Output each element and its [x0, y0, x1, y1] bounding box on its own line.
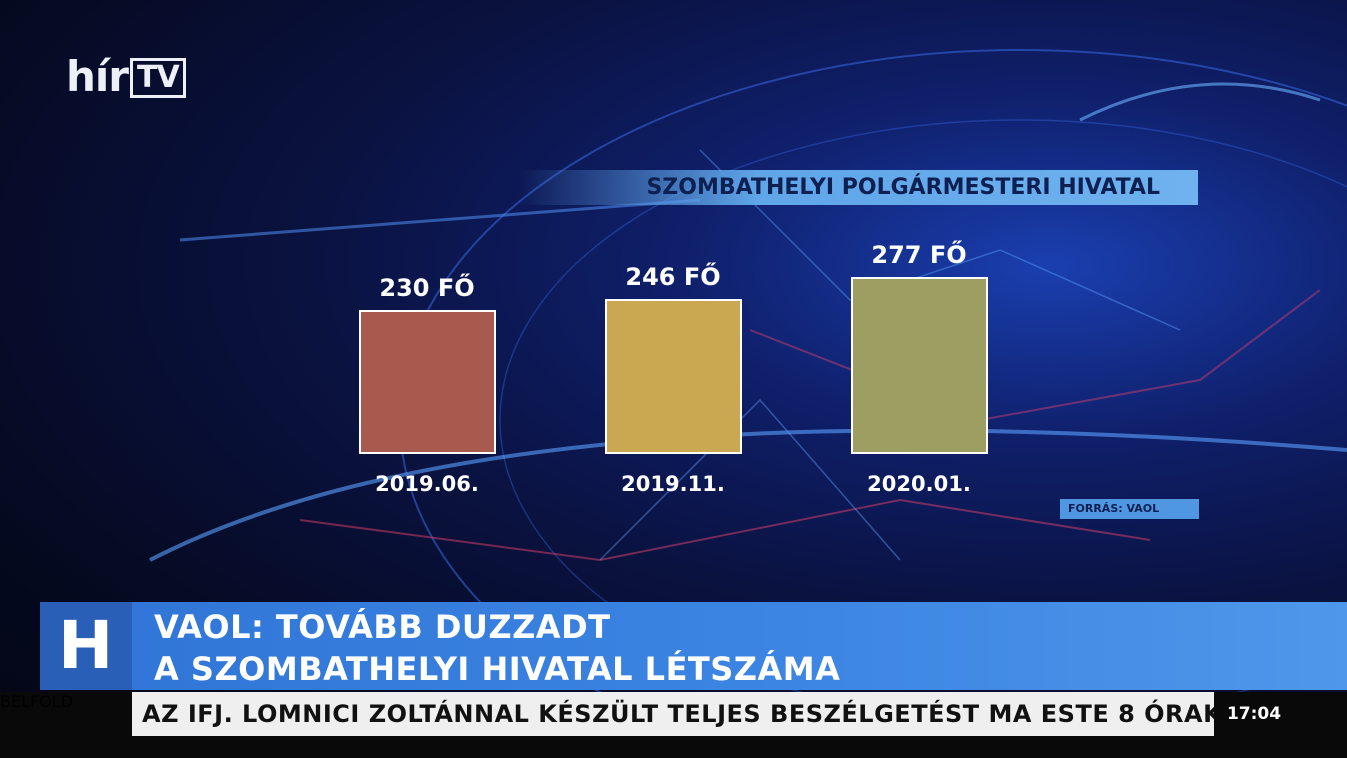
- bar-value-label: 277 FŐ: [871, 241, 967, 270]
- source-label: FORRÁS: VAOL: [1060, 499, 1199, 519]
- channel-logo-main: hír: [66, 52, 129, 101]
- headline: VAOL: TOVÁBB DUZZADT A SZOMBATHELYI HIVA…: [154, 606, 840, 690]
- bar-value-label: 230 FŐ: [379, 274, 475, 302]
- bar-2019.11.: [604, 298, 742, 454]
- ticker-text: AZ IFJ. LOMNICI ZOLTÁNNAL KÉSZÜLT TELJES…: [142, 700, 1214, 728]
- lower-third-banner: [40, 602, 1347, 690]
- chart-title: SZOMBATHELYI POLGÁRMESTERI HIVATAL: [520, 170, 1198, 205]
- lower-third-logo: H: [40, 602, 132, 690]
- lower-third-logo-letter: H: [58, 607, 114, 684]
- bar-2020.01.: [850, 277, 988, 454]
- channel-logo: hír TV: [66, 52, 186, 101]
- ticker-clock: 17:04: [1226, 704, 1282, 724]
- ticker-text-box: AZ IFJ. LOMNICI ZOLTÁNNAL KÉSZÜLT TELJES…: [132, 692, 1214, 736]
- category-label: 2019.06.: [375, 472, 479, 496]
- channel-logo-tv: TV: [130, 58, 186, 98]
- category-label: 2019.11.: [621, 472, 725, 496]
- headline-line-2: A SZOMBATHELYI HIVATAL LÉTSZÁMA: [154, 650, 841, 688]
- category-label: 2020.01.: [867, 472, 971, 496]
- bar-2019.06.: [358, 310, 496, 454]
- headline-line-1: VAOL: TOVÁBB DUZZADT: [154, 608, 611, 646]
- bar-value-label: 246 FŐ: [625, 262, 721, 291]
